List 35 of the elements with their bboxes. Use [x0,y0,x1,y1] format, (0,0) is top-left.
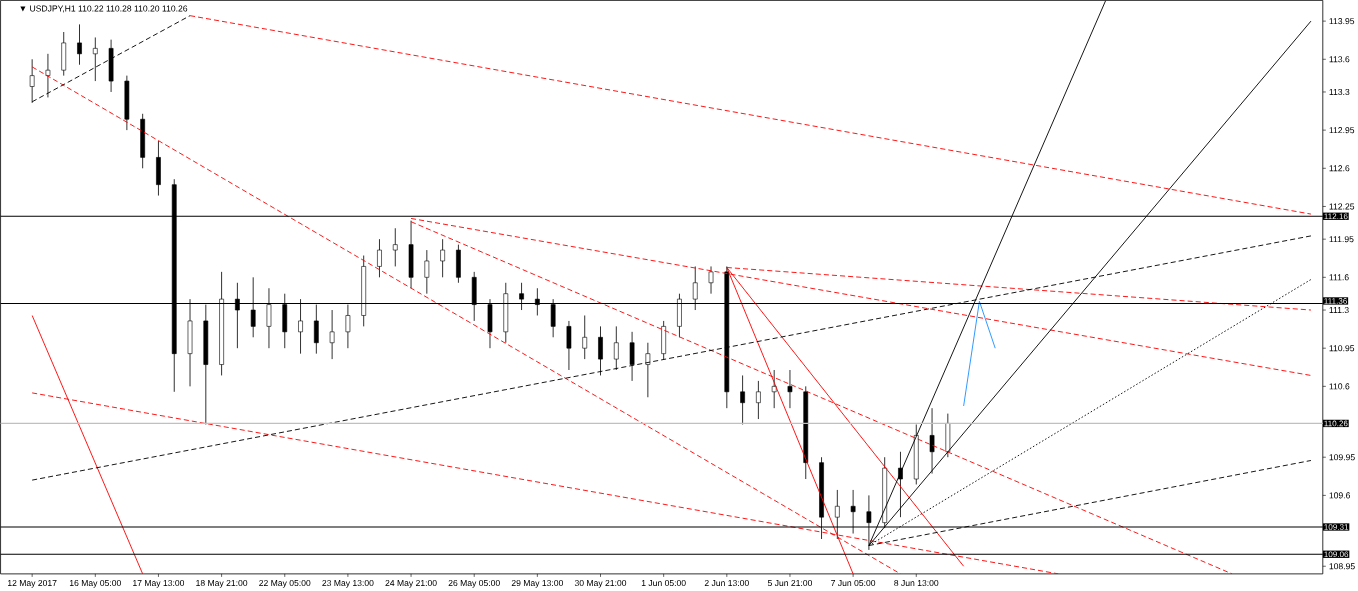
x-tick-label: 1 Jun 05:00 [641,580,686,587]
x-tick-label: 8 Jun 13:00 [894,580,939,587]
ref-line-label: 109.06 [1324,551,1349,558]
y-tick-label: 109.95 [1329,454,1355,461]
ref-line-label: 110.26 [1324,420,1348,427]
text: ▼ USDJPY,H1 110.22 110.28 110.20 110.26 [20,5,188,13]
y-tick-label: 110.6 [1329,383,1350,390]
x-tick-label: 22 May 05:00 [259,580,311,588]
y-tick-label: 111.6 [1329,274,1349,281]
ref-line-label: 112.16 [1324,213,1348,220]
x-tick-label: 30 May 21:00 [574,580,627,588]
y-tick-label: 109.6 [1329,492,1350,499]
x-tick-label: 17 May 13:00 [133,580,185,588]
y-tick-label: 112.6 [1329,165,1350,172]
y-tick-label: 111.95 [1329,236,1354,243]
y-tick-label: 111.3 [1329,307,1349,314]
x-tick-label: 7 Jun 05:00 [831,580,876,587]
x-tick-label: 23 May 13:00 [322,580,374,588]
y-tick-label: 113.3 [1329,89,1350,96]
y-tick-label: 108.95 [1329,563,1355,570]
x-tick-label: 2 Jun 13:00 [704,580,749,587]
y-tick-label: 113.95 [1329,18,1355,25]
ref-line-label: 109.31 [1324,524,1349,531]
y-tick-label: 110.95 [1329,345,1355,352]
y-tick-label: 112.95 [1329,127,1355,134]
x-tick-label: 5 Jun 21:00 [767,580,813,587]
x-tick-label: 18 May 21:00 [196,580,248,588]
x-tick-label: 12 May 2017 [7,580,57,588]
y-tick-label: 112.25 [1329,203,1355,210]
x-tick-label: 16 May 05:00 [69,580,121,588]
ref-line-label: 111.36 [1324,298,1347,304]
x-tick-label: 29 May 13:00 [511,580,563,588]
x-tick-label: 26 May 05:00 [448,580,500,588]
x-tick-label: 24 May 21:00 [385,580,437,588]
y-tick-label: 113.6 [1329,56,1350,63]
